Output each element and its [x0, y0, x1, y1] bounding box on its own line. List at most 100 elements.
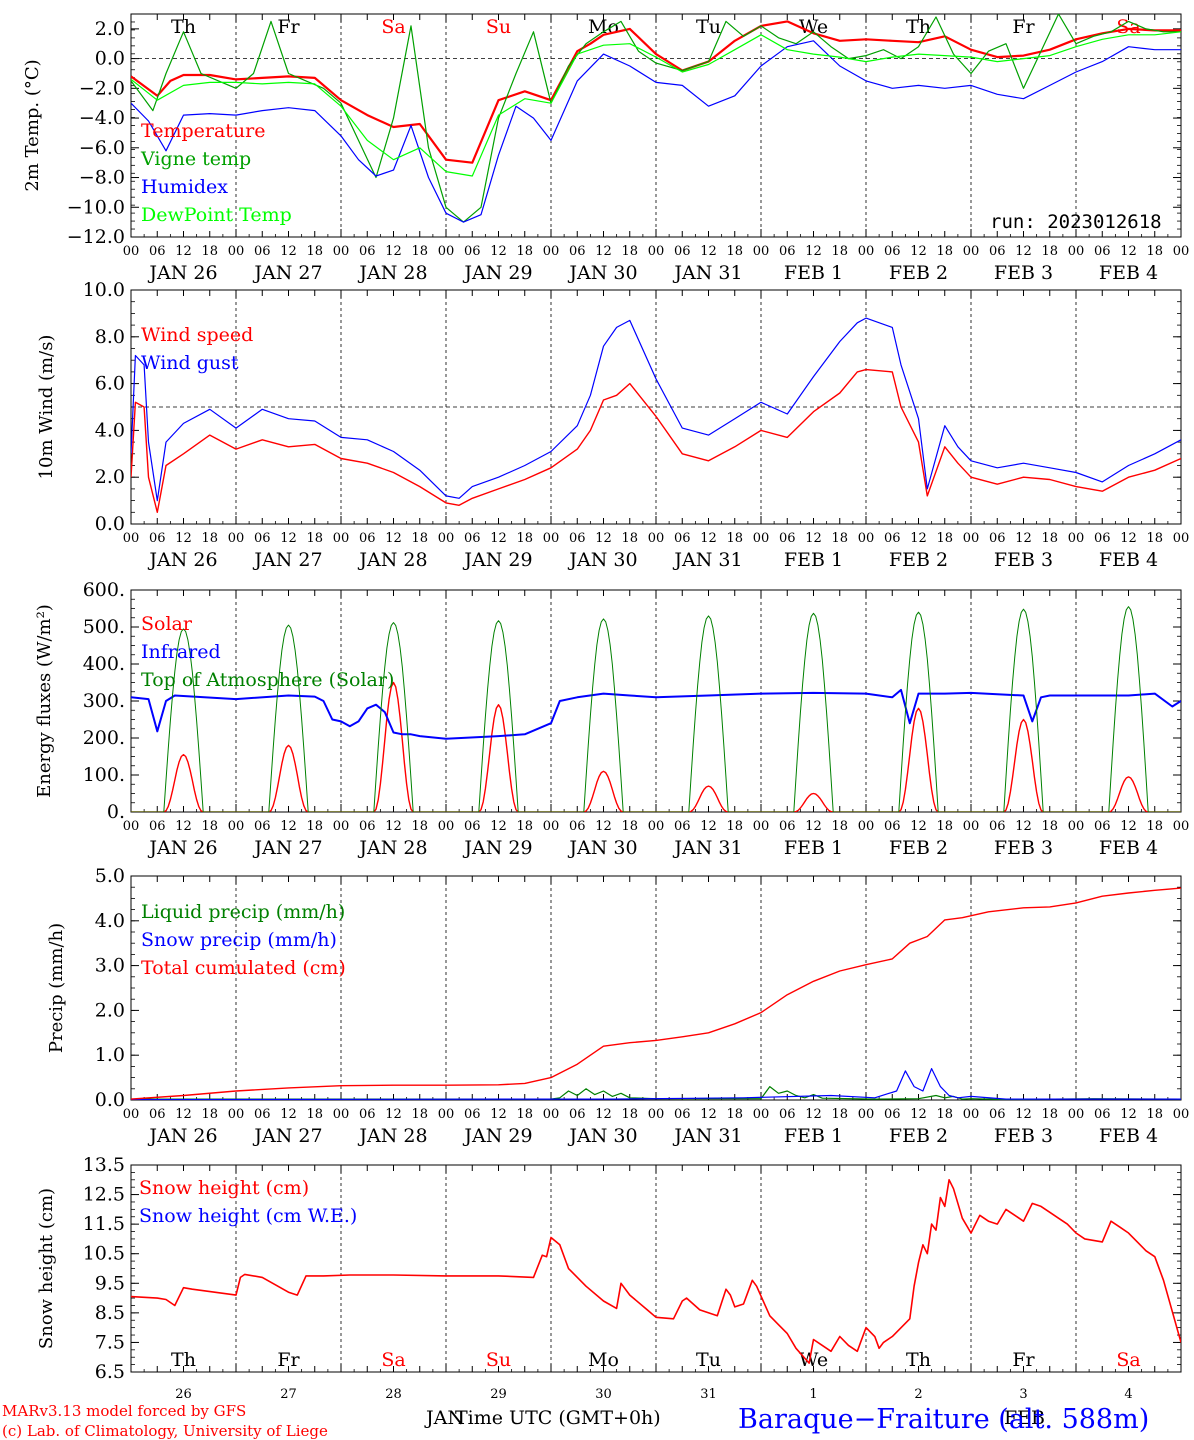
y-tick-label: 2.0 [95, 999, 125, 1021]
hour-tick-label: 18 [306, 244, 323, 259]
weekday-label: Sa [381, 1349, 405, 1371]
weekday-label: Tu [696, 16, 721, 38]
y-tick-label: 4.0 [95, 419, 125, 441]
hour-tick-label: 00 [333, 819, 350, 834]
day-number-label: 2 [914, 1387, 922, 1402]
hour-tick-label: 18 [1041, 531, 1058, 546]
hour-tick-label: 12 [490, 819, 507, 834]
date-label: JAN 28 [357, 1125, 427, 1147]
legend-entry: Snow height (cm) [139, 1177, 309, 1199]
weekday-label: We [799, 16, 828, 38]
series-line-wind-gust [131, 317, 1181, 502]
date-label: FEB 1 [784, 837, 843, 859]
hour-tick-label: 00 [753, 1107, 770, 1122]
hour-tick-label: 06 [989, 531, 1006, 546]
hour-tick-label: 18 [1041, 244, 1058, 259]
hour-tick-label: 12 [490, 1107, 507, 1122]
hour-tick-label: 18 [621, 1107, 638, 1122]
hour-tick-label: 06 [884, 244, 901, 259]
y-tick-label: 300. [83, 690, 125, 712]
weekday-label: Fr [1012, 16, 1035, 38]
date-label: JAN 30 [567, 262, 637, 284]
hour-tick-label: 06 [779, 244, 796, 259]
y-tick-label: 600. [83, 579, 125, 601]
hour-tick-label: 00 [123, 531, 140, 546]
hour-tick-label: 00 [1068, 244, 1085, 259]
series-line-total-cumulated-cm [131, 887, 1181, 1100]
hour-tick-label: 00 [228, 244, 245, 259]
hour-tick-label: 12 [595, 244, 612, 259]
hour-tick-label: 00 [858, 244, 875, 259]
hour-tick-label: 12 [805, 1107, 822, 1122]
y-tick-label: 12.5 [83, 1184, 125, 1206]
y-tick-label: 3.0 [95, 955, 125, 977]
hour-tick-label: 00 [123, 244, 140, 259]
hour-tick-label: 18 [1041, 819, 1058, 834]
series-line-snow-precip-mm-h [131, 1068, 1181, 1100]
day-number-label: 29 [490, 1387, 507, 1402]
hour-tick-label: 12 [805, 244, 822, 259]
y-tick-label: 10.5 [83, 1243, 125, 1265]
hour-tick-label: 00 [438, 244, 455, 259]
plot-area [131, 887, 1181, 1100]
hour-tick-label: 06 [149, 819, 166, 834]
date-label: FEB 2 [889, 549, 948, 571]
date-label: JAN 27 [252, 1125, 322, 1147]
chart-panel-1: 2.00.0−2.0−4.0−6.0−8.0−10.0−12.000 06 12 18… [22, 13, 1189, 284]
hour-tick-label: 18 [411, 244, 428, 259]
hour-tick-label: 12 [175, 1107, 192, 1122]
hour-tick-label: 06 [359, 244, 376, 259]
legend-entry: Wind speed [141, 324, 253, 346]
date-label: FEB 3 [994, 837, 1053, 859]
y-tick-label: 0. [107, 801, 125, 823]
hour-tick-label: 12 [1120, 1107, 1137, 1122]
hour-tick-label: 00 [963, 244, 980, 259]
hour-tick-label: 12 [595, 1107, 612, 1122]
y-tick-label: 500. [83, 616, 125, 638]
weekday-label: We [799, 1349, 828, 1371]
y-tick-label: 13.5 [83, 1154, 125, 1176]
plot-area [131, 606, 1181, 812]
run-label: run: 2023012618 [990, 211, 1162, 233]
y-tick-label: 11.5 [83, 1213, 125, 1235]
y-tick-label: 8.0 [95, 326, 125, 348]
y-tick-label: −10.0 [67, 196, 125, 218]
hour-tick-label: 06 [464, 1107, 481, 1122]
chart-panel-3: 600.500.400.300.200.100.0.00 06 12 18 00 06 12… [34, 579, 1189, 859]
hour-tick-label: 18 [306, 1107, 323, 1122]
hour-tick-label: 06 [569, 244, 586, 259]
hour-tick-label: 06 [149, 244, 166, 259]
hour-tick-label: 00 [228, 1107, 245, 1122]
hour-tick-label: 18 [201, 244, 218, 259]
hour-tick-label: 06 [464, 819, 481, 834]
hour-tick-label: 12 [595, 819, 612, 834]
day-number-label: 4 [1124, 1387, 1132, 1402]
date-label: JAN 26 [147, 1125, 217, 1147]
date-label: JAN 26 [147, 549, 217, 571]
hour-tick-label: 12 [805, 531, 822, 546]
hour-tick-label: 18 [726, 1107, 743, 1122]
date-label: FEB 3 [994, 1125, 1053, 1147]
legend-entry: Vigne temp [140, 148, 251, 170]
hour-tick-label: 12 [1015, 1107, 1032, 1122]
hour-tick-label: 12 [175, 819, 192, 834]
hour-tick-label: 00 [753, 244, 770, 259]
date-label: JAN 27 [252, 837, 322, 859]
date-label: JAN 26 [147, 837, 217, 859]
hour-tick-label: 00 [858, 1107, 875, 1122]
y-tick-label: 5.0 [95, 865, 125, 887]
hour-tick-label: 00 [543, 531, 560, 546]
hour-tick-label: 12 [700, 819, 717, 834]
hour-tick-label: 00 [1068, 819, 1085, 834]
hour-tick-label: 18 [831, 244, 848, 259]
weekday-label: Sa [1116, 16, 1140, 38]
hour-tick-label: 00 [648, 1107, 665, 1122]
date-label: FEB 1 [784, 262, 843, 284]
hour-tick-label: 00 [858, 531, 875, 546]
y-tick-label: 1.0 [95, 1044, 125, 1066]
chart-panel-4: 5.04.03.02.01.00.000 06 12 18 00 06 12 18 00 06 12… [46, 865, 1189, 1147]
hour-tick-label: 12 [1120, 819, 1137, 834]
credit-line-1: MARv3.13 model forced by GFS [2, 1402, 246, 1420]
y-axis-title: Snow height (cm) [36, 1188, 57, 1349]
hour-tick-label: 06 [884, 531, 901, 546]
